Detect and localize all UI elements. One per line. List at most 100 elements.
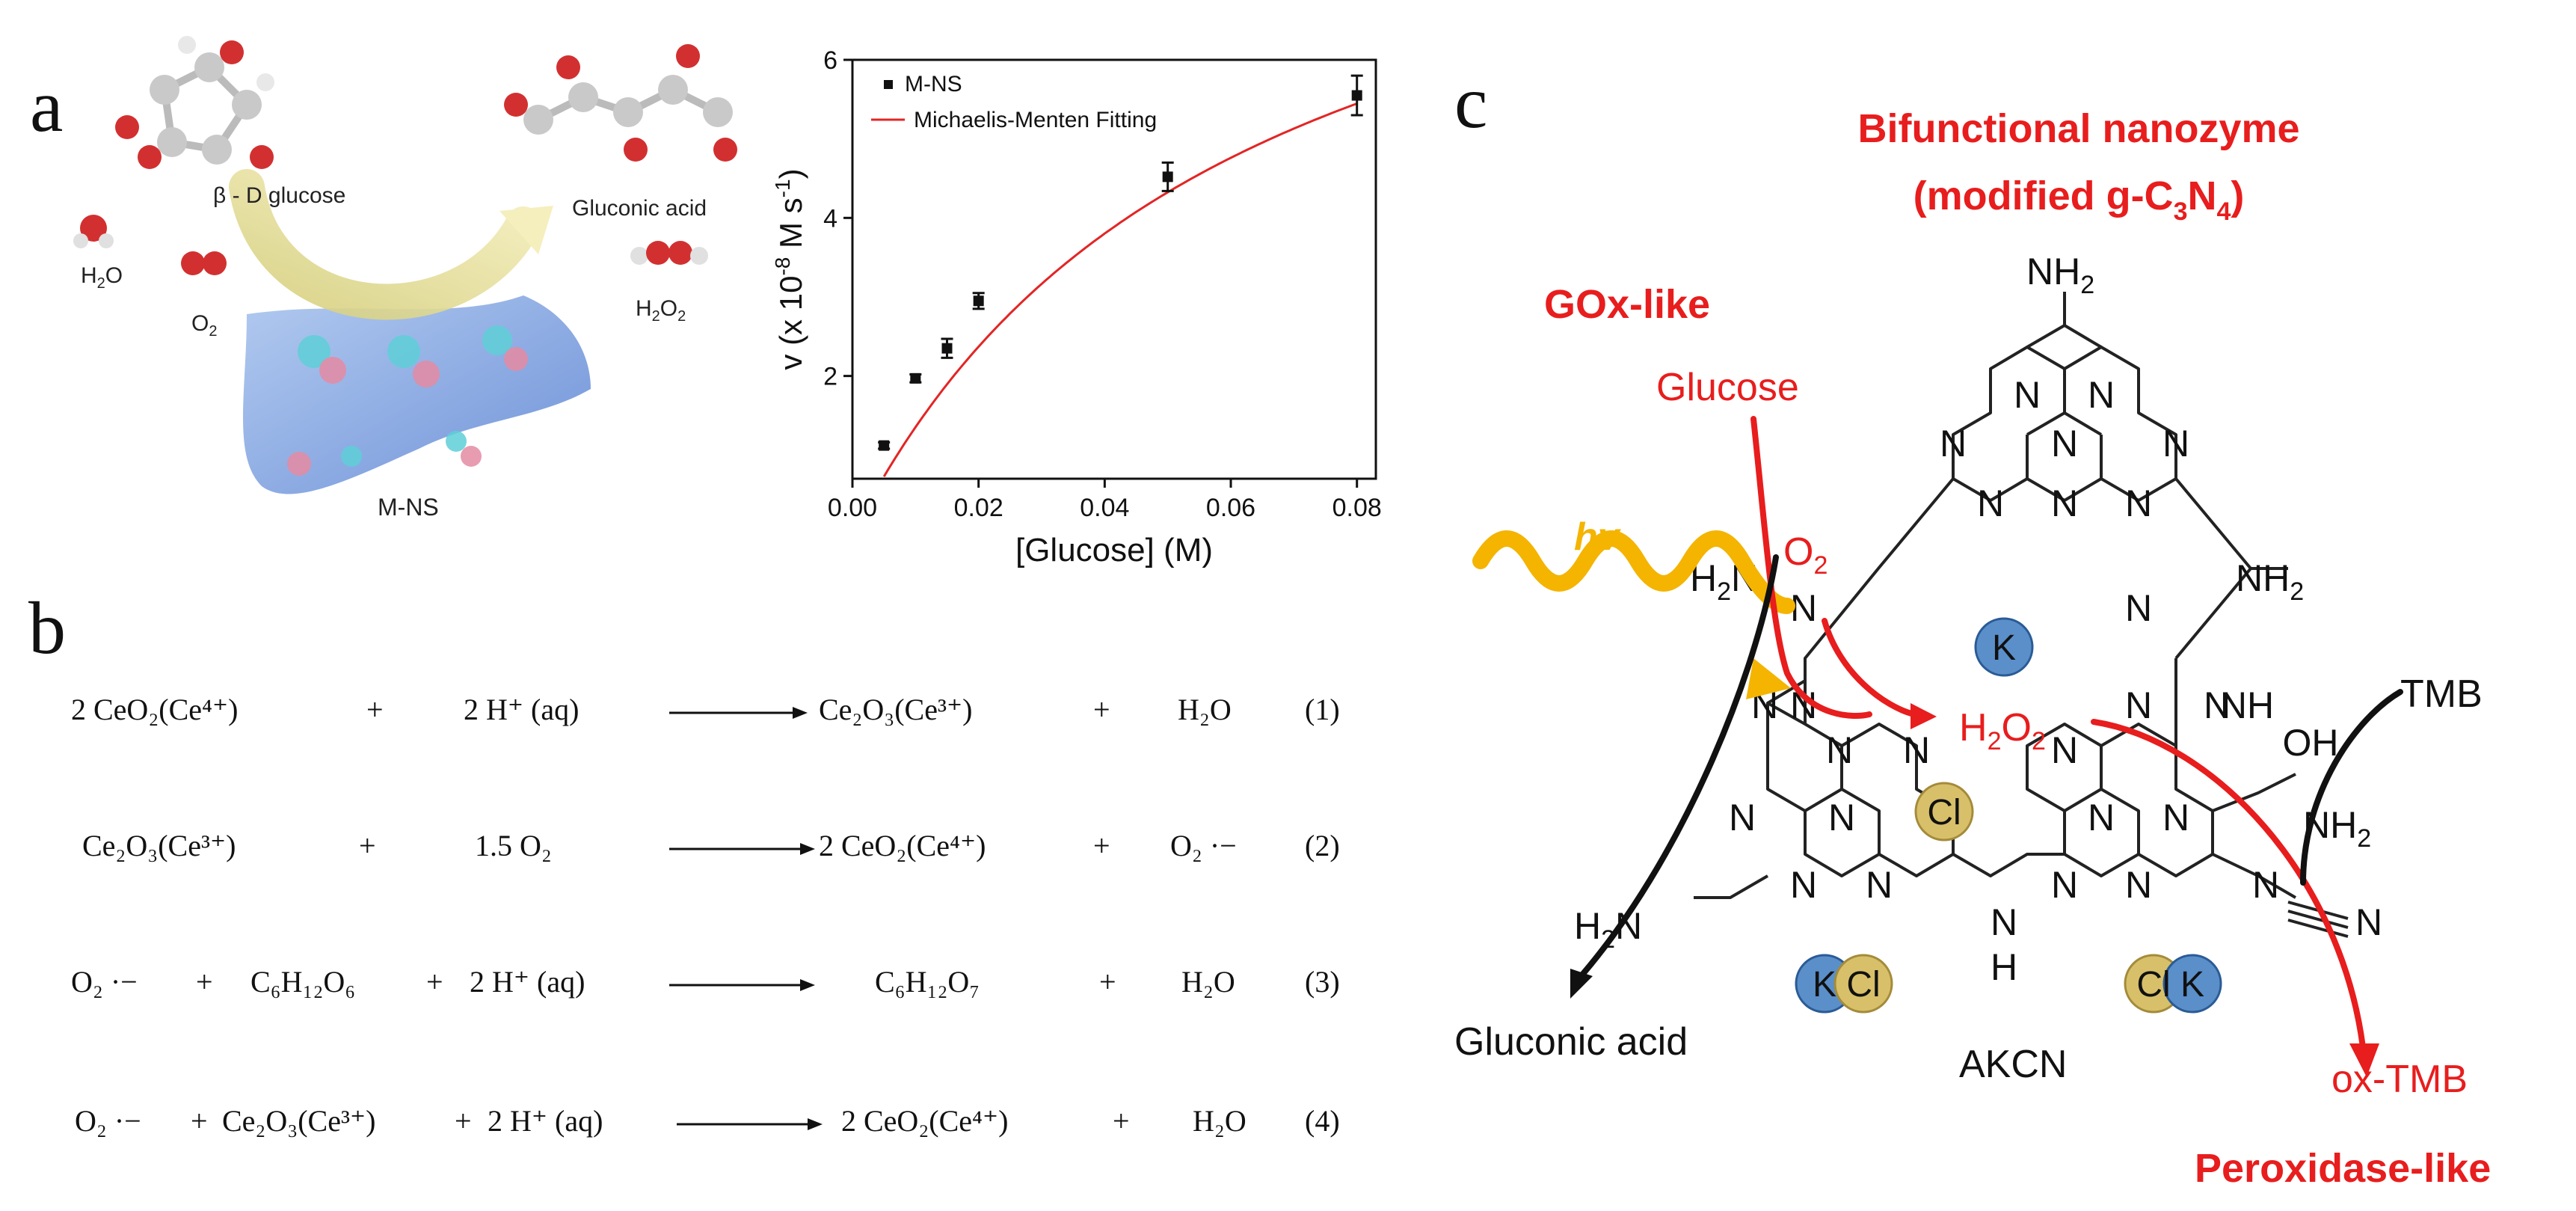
n-atom: N [1828, 797, 1855, 838]
eq4-number: (4) [1305, 1104, 1340, 1138]
n-atom: N [1790, 864, 1817, 906]
data-point [973, 295, 984, 307]
n-atom: N [2125, 482, 2152, 524]
n-atom: N [1729, 797, 1756, 838]
hv-label: hv [1574, 515, 1622, 559]
svg-text:K: K [1992, 628, 2016, 668]
fit-curve [882, 102, 1358, 477]
tmb-label: TMB [2400, 672, 2483, 716]
y-tick-label: 6 [823, 46, 837, 75]
equation-arrows [669, 707, 823, 1130]
n-atom: N [2204, 684, 2231, 726]
eq4-product-2: H₂O [1193, 1104, 1246, 1138]
chart-legend: M-NS Michaelis-Menten Fitting [871, 72, 1157, 132]
eq4-plus-2: + [1113, 1104, 1130, 1138]
data-point [879, 440, 890, 451]
panel-label-b: b [28, 586, 66, 669]
x-tick-label: 0.02 [954, 494, 1003, 522]
heptazine-framework [1694, 292, 2297, 899]
h-atom: H [1991, 946, 2017, 988]
data-point [910, 373, 921, 384]
n-atom: N [2162, 423, 2189, 465]
red-pathway-arrows [1750, 416, 2366, 1050]
eq1-number: (1) [1305, 693, 1340, 726]
eq3-reactant-2: C₆H₁₂O₆ [250, 965, 356, 999]
data-point [1162, 171, 1173, 183]
h2o-label: H2O [81, 263, 123, 292]
light-wave [1472, 530, 1795, 614]
conversion-arrow [229, 169, 541, 320]
y-axis-label: v (x 10-8 M s-1) [771, 168, 808, 370]
gox-like-label: GOx-like [1544, 282, 1710, 327]
n-atom: N [2088, 374, 2115, 416]
panel-label-a: a [30, 64, 64, 147]
gluconic-acid-molecule [504, 44, 737, 162]
n-atom: N [1866, 864, 1893, 906]
eq2-reactant-1: Ce₂O₃(Ce³⁺) [82, 829, 236, 862]
eq3-product-1: C₆H₁₂O₇ [875, 965, 980, 999]
bifunctional-title-line2: (modified g-C3N4) [1913, 174, 2245, 226]
eq2-number: (2) [1305, 829, 1340, 862]
plot-frame [851, 58, 1377, 480]
eq2-product-1: 2 CeO₂(Ce⁴⁺) [819, 829, 986, 862]
n-atom: N [2355, 901, 2382, 943]
glucose-label: Glucose [1656, 366, 1799, 409]
reaction-arrow-2 [669, 843, 815, 855]
nh2-top: NH2 [2026, 251, 2094, 299]
panel-b: b 2 CeO₂(Ce⁴⁺) + 2 H⁺ (aq) Ce₂O₃(Ce³⁺) +… [0, 583, 1421, 1211]
peroxidase-like-label: Peroxidase-like [2195, 1146, 2491, 1191]
legend-marker-square [884, 80, 893, 89]
x-tick-label: 0.06 [1206, 494, 1255, 522]
n-atom: N [2051, 423, 2078, 465]
n-atom: N [2051, 482, 2078, 524]
eq3-plus-2: + [426, 965, 443, 999]
black-pathway-arrows [1575, 554, 2403, 983]
n-atom: N [2125, 864, 2152, 906]
n-atom: N [2051, 864, 2078, 906]
nanosheet-label: M-NS [378, 494, 439, 521]
gluconic-acid-label: Gluconic acid [1454, 1020, 1688, 1064]
eq4-plus-1: + [191, 1104, 208, 1138]
svg-text:Cl: Cl [1846, 965, 1880, 1005]
cl-ion-middle: Cl [1914, 782, 1974, 841]
h2o2-label: H2O2 [1959, 706, 2046, 755]
x-axis-label: [Glucose] (M) [1015, 532, 1213, 568]
x-tick-label: 0.04 [1080, 494, 1129, 522]
oxygen-molecule [181, 251, 227, 275]
eq4-reactant-3: 2 H⁺ (aq) [488, 1104, 603, 1138]
n-atom: N [1940, 423, 1967, 465]
eq3-product-2: H₂O [1181, 965, 1235, 999]
nh-group: NH [2220, 684, 2274, 726]
glucose-label: β - D glucose [213, 183, 346, 208]
eq4-product-1: 2 CeO₂(Ce⁴⁺) [841, 1104, 1009, 1138]
n-atom: N [2014, 374, 2041, 416]
eq1-plus-2: + [1093, 693, 1110, 726]
y-tick-label: 4 [823, 204, 837, 233]
o2-label: O2 [191, 311, 218, 340]
clk-pair-right: Cl K [2124, 954, 2222, 1014]
eq3-number: (3) [1305, 965, 1340, 999]
n-atom: N [2051, 729, 2078, 771]
eq4-reactant-1: O₂ ·− [75, 1104, 141, 1138]
water-molecule [73, 215, 114, 248]
eq1-reactant-1: 2 CeO₂(Ce⁴⁺) [71, 693, 239, 726]
data-point [941, 343, 953, 354]
reaction-arrow-4 [677, 1118, 823, 1130]
svg-text:K: K [2180, 965, 2204, 1005]
o2-label: O2 [1783, 530, 1828, 580]
n-atom: N [2125, 684, 2152, 726]
nitrogen-labels: N N N N N N N N N N N N N N N N N N N N … [1729, 374, 2382, 988]
eq3-reactant-1: O₂ ·− [71, 965, 138, 999]
eq1-reactant-2: 2 H⁺ (aq) [464, 693, 580, 726]
akcn-label: AKCN [1959, 1043, 2067, 1086]
svg-text:Cl: Cl [2136, 965, 2170, 1005]
eq1-product-1: Ce₂O₃(Ce³⁺) [819, 693, 973, 726]
bifunctional-title-line1: Bifunctional nanozyme [1857, 106, 2299, 151]
svg-text:K: K [1813, 965, 1836, 1005]
n-atom: N [2125, 587, 2152, 629]
kcl-pair-left: K Cl [1795, 954, 1893, 1014]
oh-group: OH [2283, 722, 2339, 764]
n-atom: N [2088, 797, 2115, 838]
eq1-plus-1: + [366, 693, 384, 726]
legend-entry-points: M-NS [905, 72, 962, 96]
